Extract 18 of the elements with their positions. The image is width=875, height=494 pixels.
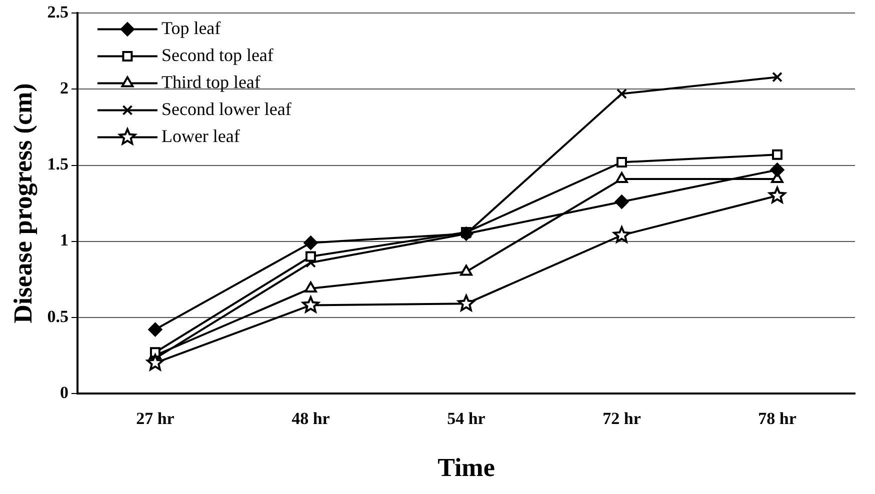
y-tick-label: 1.5 <box>47 154 68 174</box>
x-tick-label: 48 hr <box>292 408 330 428</box>
x-tick-label: 78 hr <box>758 408 797 428</box>
x-tick-label: 72 hr <box>602 408 642 428</box>
x-tick-label: 54 hr <box>447 408 486 428</box>
x-tick-label: 27 hr <box>136 408 175 428</box>
y-axis-title: Disease progress (cm) <box>8 83 38 324</box>
legend-label: Second lower leaf <box>161 98 292 119</box>
y-tick-label: 0 <box>60 382 68 402</box>
legend-label: Lower leaf <box>161 126 240 146</box>
y-tick-label: 2 <box>60 78 68 98</box>
y-tick-label: 1 <box>60 230 68 250</box>
legend-label: Third top leaf <box>161 72 260 92</box>
x-axis-title: Time <box>438 453 495 482</box>
legend-label: Top leaf <box>161 18 221 38</box>
legend-label: Second top leaf <box>161 44 274 65</box>
y-tick-label: 2.5 <box>47 2 68 22</box>
y-tick-label: 0.5 <box>47 306 68 326</box>
